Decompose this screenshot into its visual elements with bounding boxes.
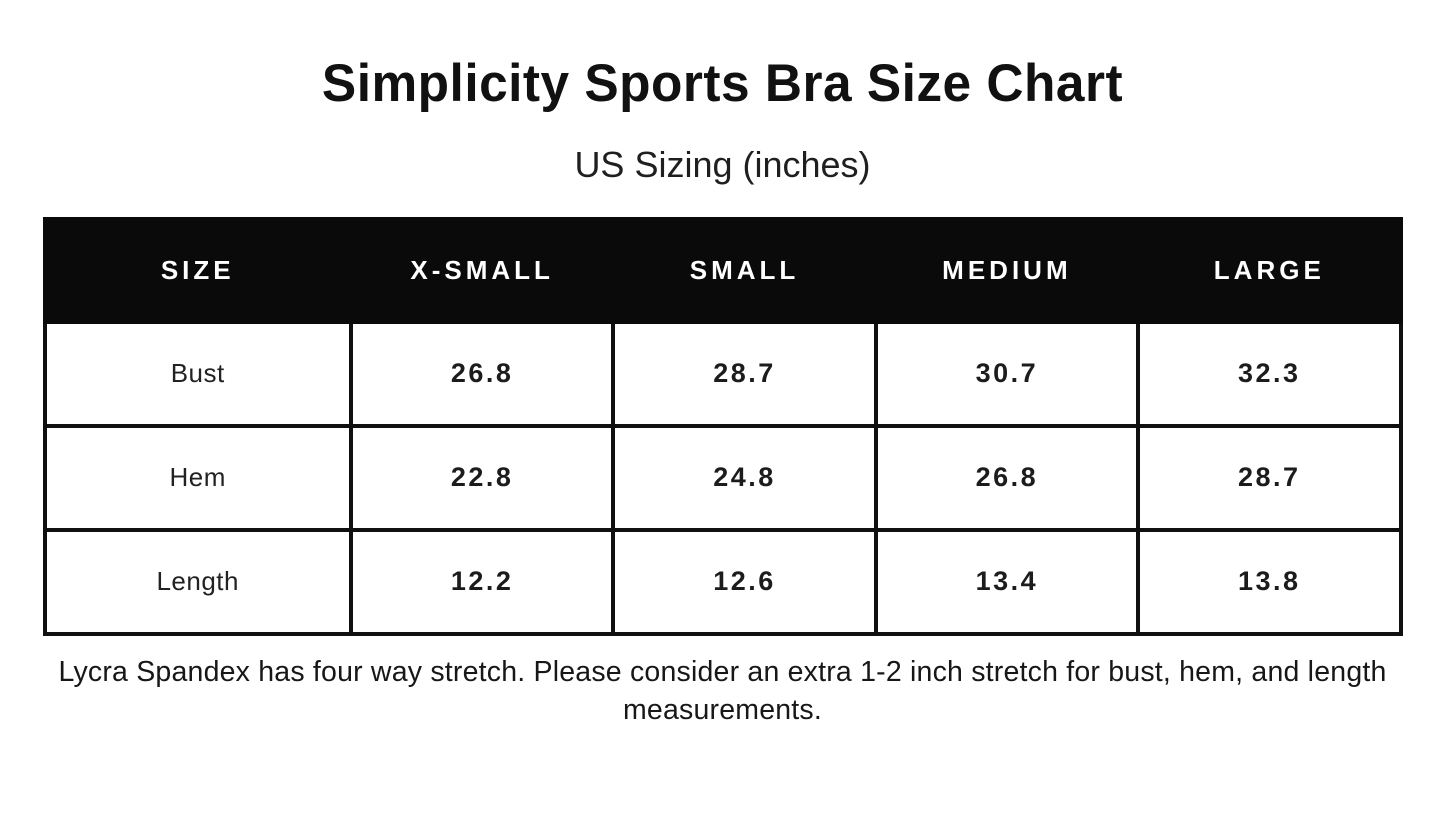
column-header-size: SIZE	[42, 216, 353, 324]
column-header-medium: MEDIUM	[873, 216, 1141, 324]
table-row-length: Length 12.2 12.6 13.4 13.8	[42, 527, 1403, 636]
column-header-x-small: X-SMALL	[348, 216, 616, 324]
stretch-footnote: Lycra Spandex has four way stretch. Plea…	[58, 655, 1387, 727]
cell-length-small: 12.6	[611, 527, 878, 636]
cell-hem-small: 24.8	[611, 423, 878, 532]
row-label-length: Length	[42, 527, 353, 636]
table-row-hem: Hem 22.8 24.8 26.8 28.7	[42, 423, 1403, 532]
cell-bust-medium: 30.7	[873, 319, 1141, 428]
row-label-hem: Hem	[42, 423, 353, 532]
cell-length-x-small: 12.2	[348, 527, 616, 636]
cell-hem-medium: 26.8	[873, 423, 1141, 532]
column-header-large: LARGE	[1136, 216, 1403, 324]
cell-bust-small: 28.7	[611, 319, 878, 428]
table-row-bust: Bust 26.8 28.7 30.7 32.3	[42, 319, 1403, 428]
cell-length-large: 13.8	[1136, 527, 1403, 636]
cell-hem-x-small: 22.8	[348, 423, 616, 532]
cell-hem-large: 28.7	[1136, 423, 1403, 532]
column-header-small: SMALL	[611, 216, 878, 324]
table-header-row: SIZE X-SMALL SMALL MEDIUM LARGE	[42, 216, 1403, 324]
size-table: SIZE X-SMALL SMALL MEDIUM LARGE Bust 26.…	[42, 216, 1403, 636]
cell-length-medium: 13.4	[873, 527, 1141, 636]
row-label-bust: Bust	[42, 319, 353, 428]
page-title: Simplicity Sports Bra Size Chart	[321, 54, 1124, 113]
cell-bust-x-small: 26.8	[348, 319, 616, 428]
cell-bust-large: 32.3	[1136, 319, 1403, 428]
page-subtitle: US Sizing (inches)	[574, 143, 871, 185]
